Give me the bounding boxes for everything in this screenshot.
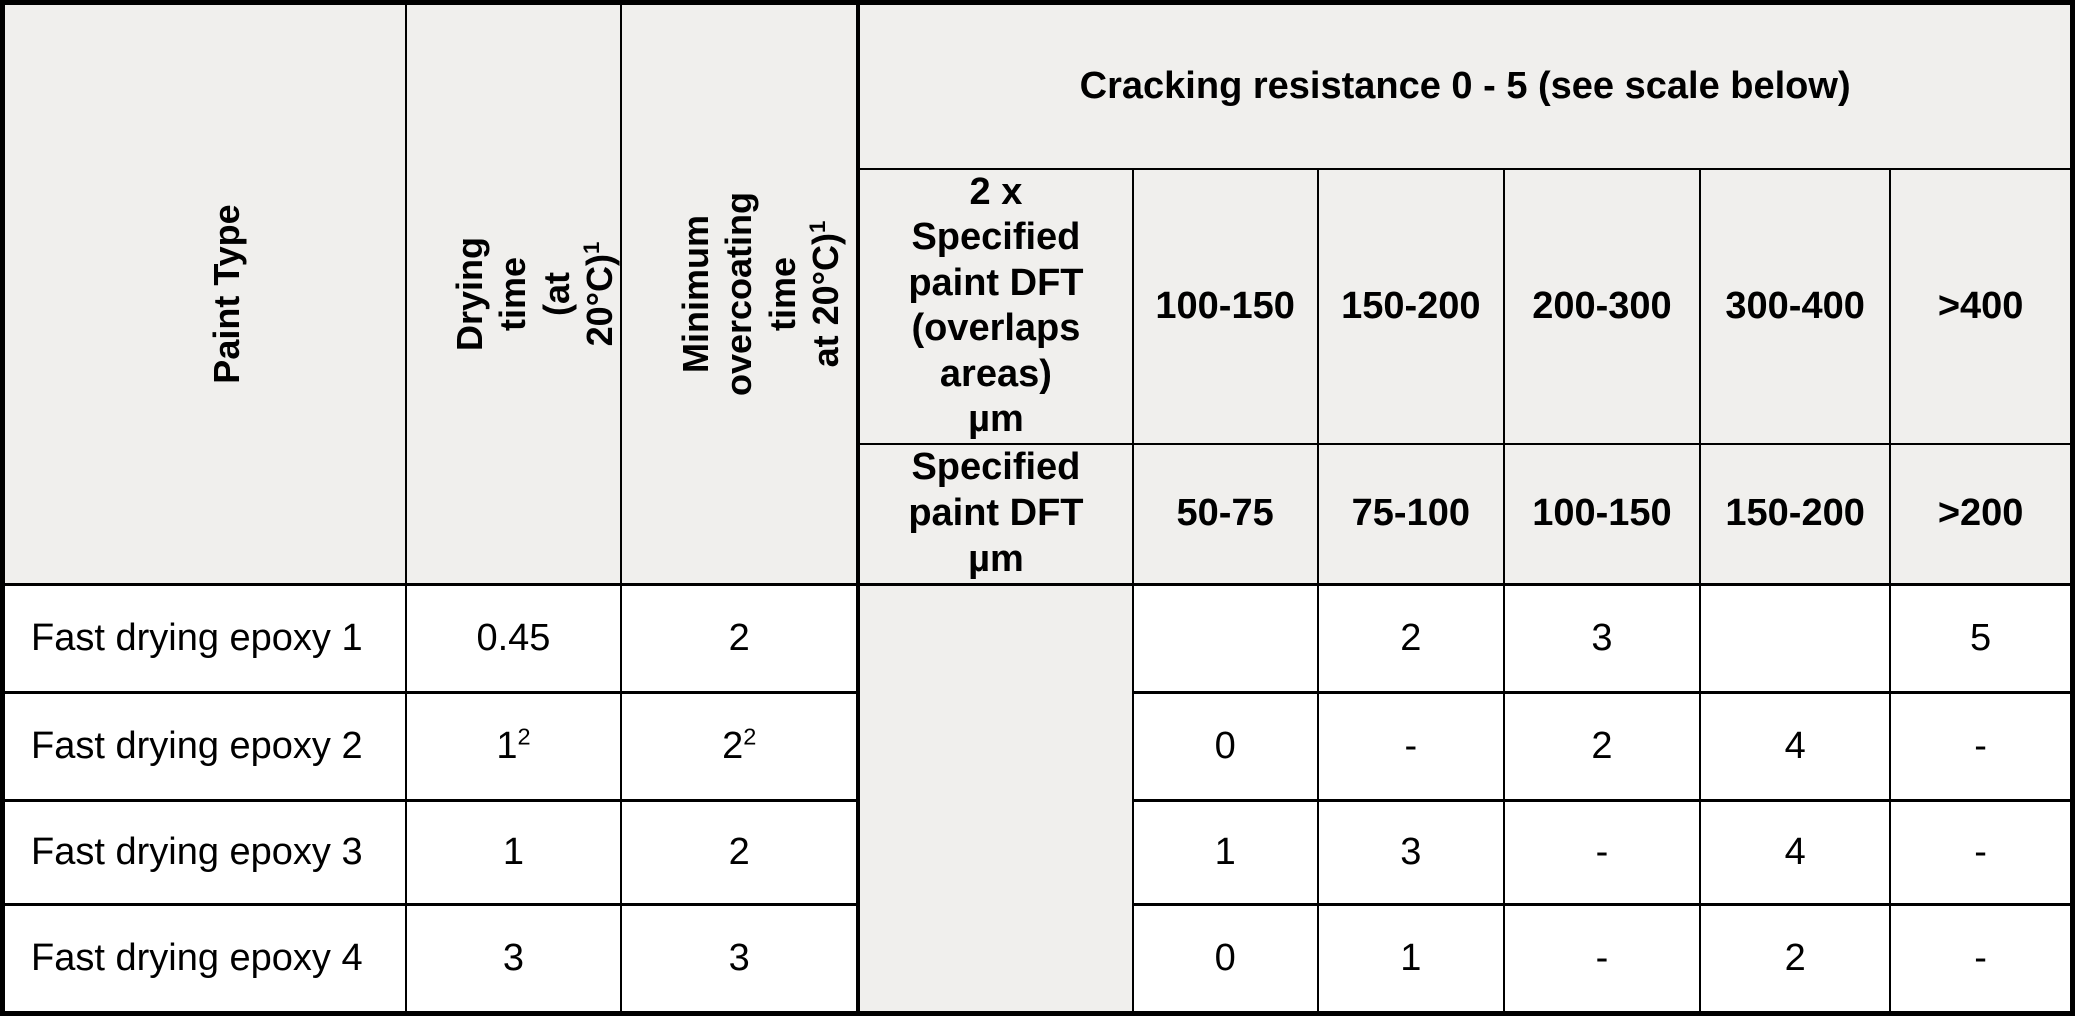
cracking-cell: 4 (1699, 798, 1892, 906)
drying-time-cell: 1 (404, 798, 623, 906)
table-row: Fast drying epoxy 2 12 22 0 - 2 4 - (1, 690, 2074, 802)
drying-time-cell: 3 (404, 902, 623, 1015)
overcoating-time-cell: 22 (620, 690, 860, 802)
table-row: Fast drying epoxy 3 1 2 1 3 - 4 - (1, 798, 2074, 906)
range-header-specified: >200 (1889, 443, 2074, 586)
footnote-marker: 1 (804, 220, 830, 233)
cracking-cell: 1 (1316, 902, 1505, 1015)
table-row: Fast drying epoxy 1 0.45 2 2 3 5 (1, 582, 2074, 1015)
col-header-overcoating-time: Minimum overcoating time at 20°C)1 (620, 1, 860, 586)
range-header-overlap: 150-200 (1316, 167, 1505, 446)
paint-type-cell: Fast drying epoxy 3 (1, 798, 407, 906)
cracking-cell: - (1889, 798, 2074, 906)
cracking-cell: 4 (1699, 690, 1892, 802)
cracking-cell: - (1889, 902, 2074, 1015)
footnote-marker: 2 (743, 723, 757, 750)
range-header-specified: 100-150 (1502, 443, 1702, 586)
table-body: Fast drying epoxy 1 0.45 2 2 3 5 Fast dr… (1, 582, 2074, 1015)
cracking-cell: 2 (1699, 902, 1892, 1015)
dft-overlap-label: 2 x Specified paint DFT (overlaps areas)… (856, 167, 1134, 446)
cracking-cell: 3 (1316, 798, 1505, 906)
cracking-cell: 1 (1131, 798, 1319, 906)
range-header-specified: 75-100 (1316, 443, 1505, 586)
drying-time-cell: 12 (404, 690, 623, 802)
header-row-overlap-dft: 2 x Specified paint DFT (overlaps areas)… (3, 167, 2074, 446)
overcoating-time-cell: 2 (620, 798, 860, 906)
cracking-cell: - (1502, 902, 1702, 1015)
dft-spacer-cell (856, 582, 1134, 1015)
cracking-cell: 5 (1889, 582, 2074, 694)
cracking-cell: - (1502, 798, 1702, 906)
cracking-cell: 0 (1131, 902, 1319, 1015)
overcoating-time-cell: 2 (620, 582, 860, 694)
cracking-cell: 0 (1131, 690, 1319, 802)
overcoating-time-cell: 3 (620, 902, 860, 1015)
paint-type-cell: Fast drying epoxy 2 (1, 690, 407, 802)
header-row-title: Paint Type Drying time (at 20°C)1 Minimu… (1, 1, 2074, 586)
cracking-cell: - (1316, 690, 1505, 802)
cracking-cell (1699, 582, 1892, 694)
cracking-cell: 2 (1502, 690, 1702, 802)
drying-time-rotated-label: Drying time (at 20°C)1 (449, 236, 621, 351)
overcoating-time-rotated-label: Minimum overcoating time at 20°C)1 (675, 191, 846, 396)
cracking-cell: - (1889, 690, 2074, 802)
table-header: Paint Type Drying time (at 20°C)1 Minimu… (1, 1, 2074, 586)
dft-specified-label: Specified paint DFT µm (856, 443, 1134, 586)
range-header-overlap: 100-150 (1131, 167, 1319, 446)
cracking-resistance-title: Cracking resistance 0 - 5 (see scale bel… (856, 1, 2074, 170)
col-header-drying-time: Drying time (at 20°C)1 (404, 1, 623, 586)
drying-time-cell: 0.45 (404, 582, 623, 694)
range-header-overlap: >400 (1889, 167, 2074, 446)
paint-type-cell: Fast drying epoxy 4 (1, 902, 407, 1015)
header-row-specified-dft: Specified paint DFT µm 50-75 75-100 100-… (3, 443, 2074, 586)
range-header-overlap: 200-300 (1502, 167, 1702, 446)
paint-type-rotated-label: Paint Type (205, 204, 247, 384)
cracking-cell (1131, 582, 1319, 694)
table-row: Fast drying epoxy 4 3 3 0 1 - 2 - (1, 902, 2074, 1015)
footnote-marker: 2 (517, 723, 531, 750)
cracking-cell: 3 (1502, 582, 1702, 694)
col-header-paint-type: Paint Type (1, 1, 407, 586)
cracking-cell: 2 (1316, 582, 1505, 694)
footnote-marker: 1 (579, 241, 605, 254)
range-header-specified: 50-75 (1131, 443, 1319, 586)
paint-type-cell: Fast drying epoxy 1 (1, 582, 407, 694)
range-header-specified: 150-200 (1699, 443, 1892, 586)
range-header-overlap: 300-400 (1699, 167, 1892, 446)
